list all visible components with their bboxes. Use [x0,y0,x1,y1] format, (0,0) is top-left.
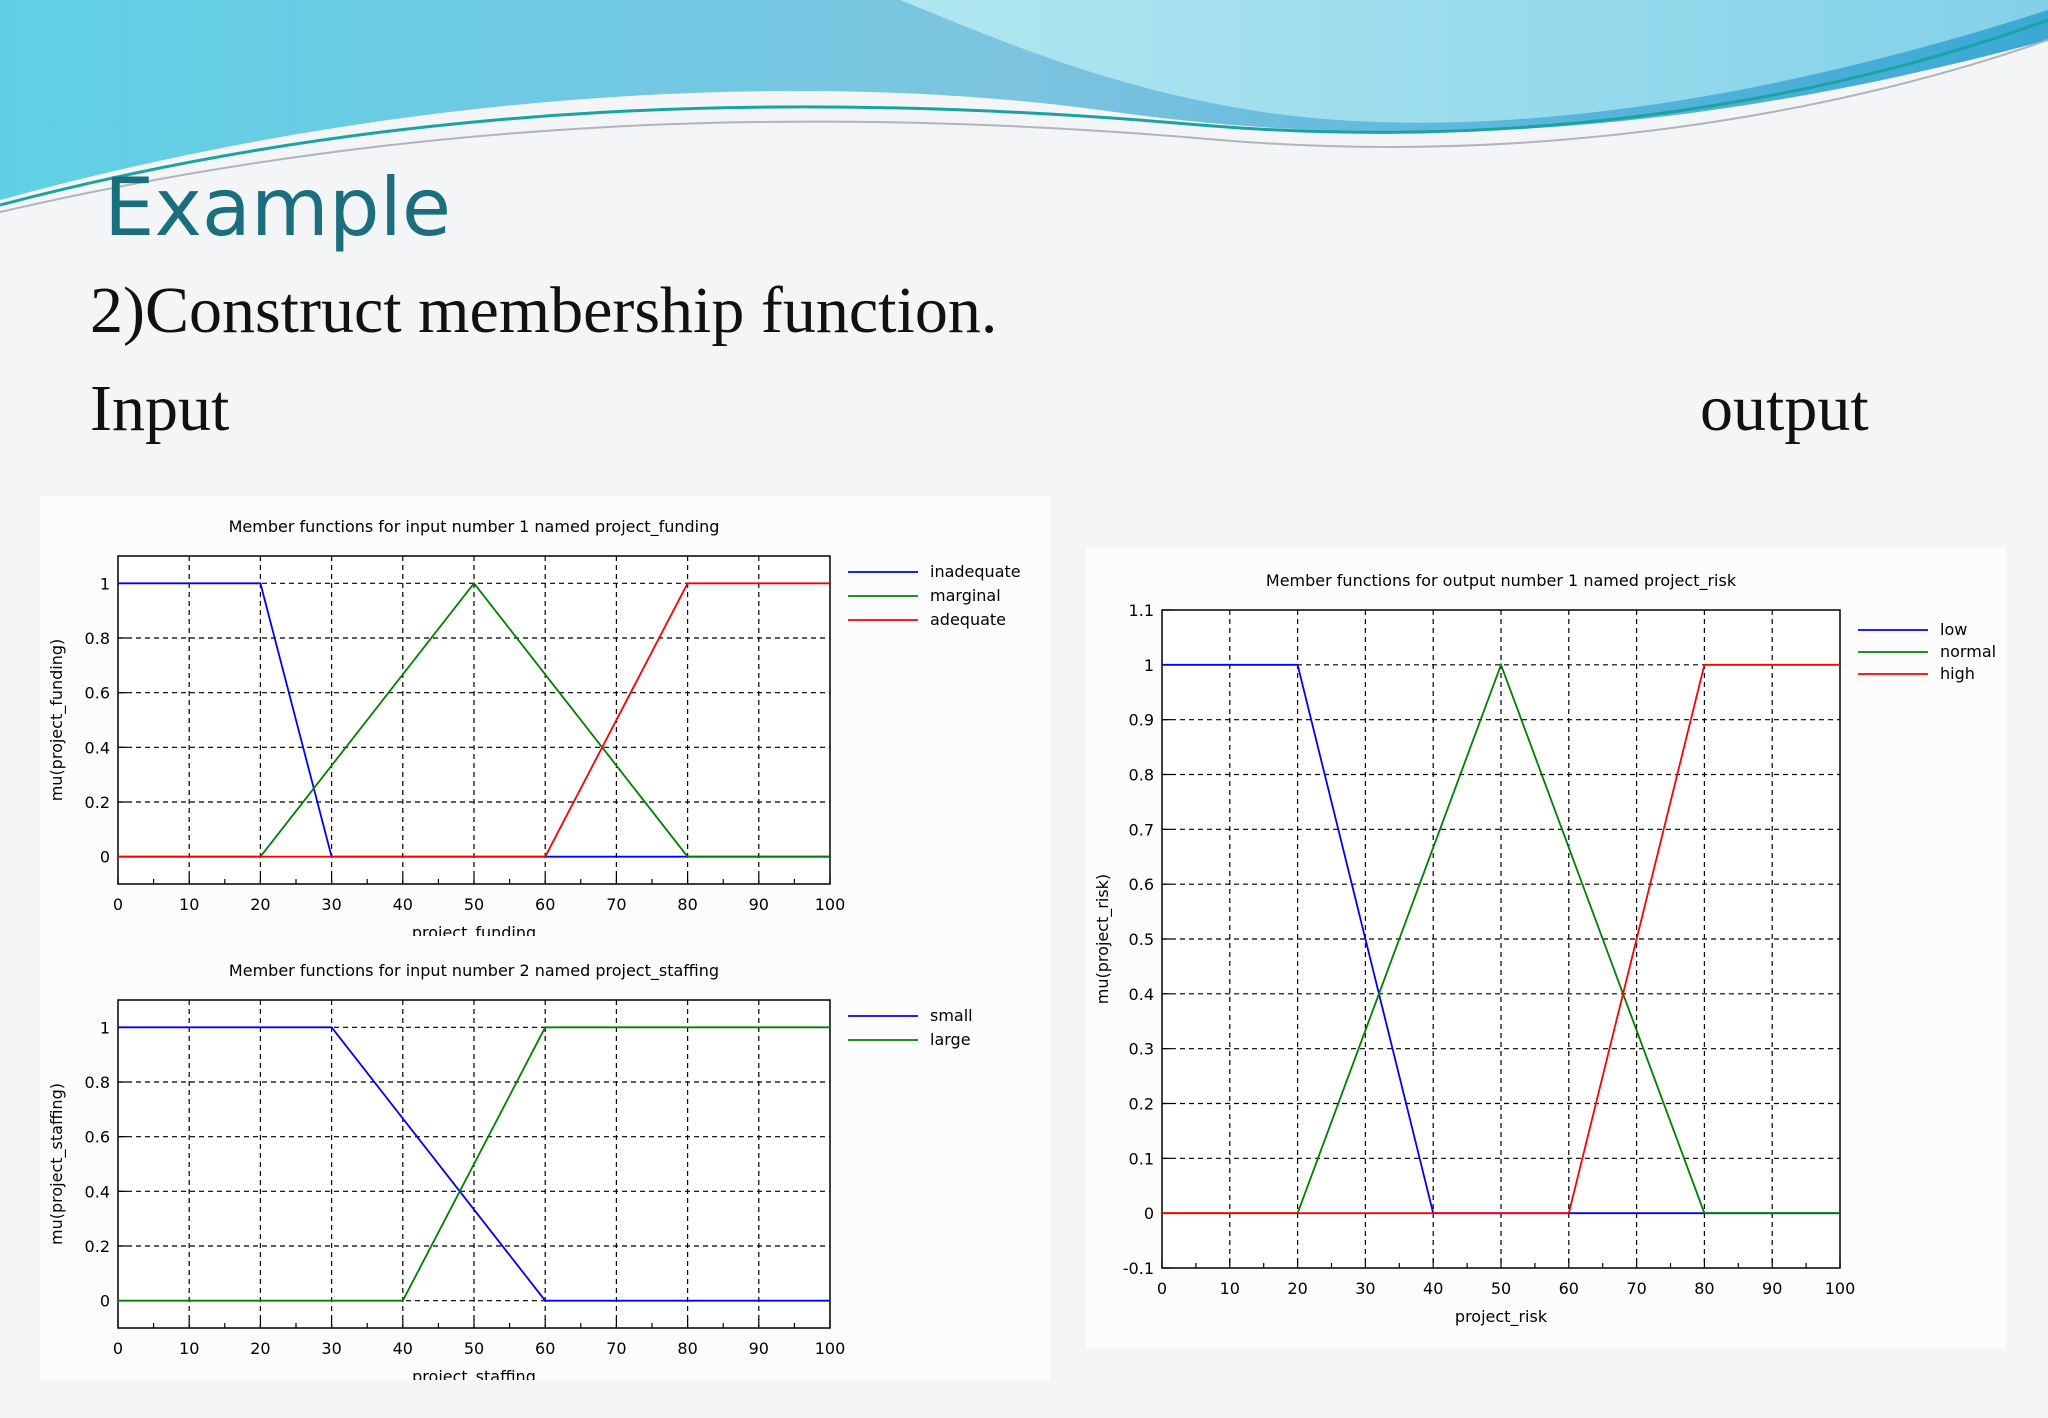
x-tick-label: 0 [113,1339,123,1358]
y-tick-label: -0.1 [1123,1259,1154,1278]
y-tick-label: 0.7 [1129,820,1154,839]
x-tick-label: 80 [677,895,697,914]
x-tick-label: 20 [250,1339,270,1358]
legend-label-small: small [930,1006,973,1025]
x-tick-label: 50 [1491,1279,1511,1298]
input-section-label: Input [90,372,230,445]
x-axis-label: project_staffing [412,1367,536,1380]
chart-title: Member functions for input number 2 name… [229,961,719,981]
legend-label-large: large [930,1030,971,1049]
legend-label-low: low [1940,620,1967,639]
y-tick-label: 1 [1144,656,1154,675]
legend-label-adequate: adequate [930,610,1006,629]
x-tick-label: 70 [1626,1279,1646,1298]
y-tick-label: 0.8 [1129,766,1154,785]
x-tick-label: 40 [1423,1279,1443,1298]
y-tick-label: 1 [100,574,110,593]
series-line-inadequate [118,582,830,858]
y-tick-label: 0.6 [1129,875,1154,894]
x-tick-label: 30 [321,895,341,914]
x-tick-label: 100 [815,895,846,914]
y-tick-label: 0.4 [85,738,110,757]
y-tick-label: 0.2 [1129,1095,1154,1114]
y-tick-label: 0 [100,1292,110,1311]
x-tick-label: 80 [677,1339,697,1358]
x-tick-label: 100 [1825,1279,1856,1298]
y-tick-label: 0.6 [85,684,110,703]
x-axis-label: project_funding [412,923,536,936]
y-axis-label: mu(project_risk) [1093,874,1113,1004]
y-tick-label: 1.1 [1129,601,1154,620]
x-tick-label: 10 [1220,1279,1240,1298]
x-tick-label: 50 [464,1339,484,1358]
x-tick-label: 90 [1762,1279,1782,1298]
y-tick-label: 0.8 [85,629,110,648]
y-tick-label: 0.6 [85,1128,110,1147]
y-tick-label: 0.4 [1129,985,1154,1004]
chart-project-staffing: Member functions for input number 2 name… [47,961,973,1380]
x-axis-label: project_risk [1455,1307,1548,1327]
x-tick-label: 20 [1287,1279,1307,1298]
y-tick-label: 0.3 [1129,1040,1154,1059]
x-tick-label: 0 [1157,1279,1167,1298]
x-tick-label: 90 [749,895,769,914]
slide-subtitle: 2)Construct membership function. [90,274,998,347]
x-tick-label: 30 [321,1339,341,1358]
x-tick-label: 10 [179,895,199,914]
output-section-label: output [1700,372,1869,445]
y-tick-label: 0.1 [1129,1149,1154,1168]
series-line-small [118,1026,830,1302]
x-tick-label: 80 [1694,1279,1714,1298]
x-tick-label: 60 [535,895,555,914]
y-tick-label: 0.8 [85,1073,110,1092]
x-tick-label: 0 [113,895,123,914]
series-line-large [118,1026,830,1302]
y-tick-label: 1 [100,1018,110,1037]
legend-label-normal: normal [1940,642,1996,661]
y-tick-label: 0.2 [85,1237,110,1256]
y-axis-label: mu(project_funding) [47,639,67,802]
header-wave-decoration [0,0,2048,213]
y-tick-label: 0 [1144,1204,1154,1223]
series-line-high [1162,663,1840,1215]
legend-label-high: high [1940,664,1975,683]
chart-title: Member functions for input number 1 name… [229,517,720,537]
x-tick-label: 60 [535,1339,555,1358]
chart-project-funding: Member functions for input number 1 name… [47,517,1021,936]
x-tick-label: 100 [815,1339,846,1358]
x-tick-label: 50 [464,895,484,914]
x-tick-label: 20 [250,895,270,914]
input-membership-figure: Member functions for input number 1 name… [40,496,1050,1380]
output-membership-figure: Member functions for output number 1 nam… [1086,548,2006,1348]
x-tick-label: 10 [179,1339,199,1358]
slide-title: Example [104,161,452,254]
series-line-low [1162,663,1840,1215]
x-tick-label: 40 [393,895,413,914]
x-tick-label: 90 [749,1339,769,1358]
chart-title: Member functions for output number 1 nam… [1266,571,1737,591]
x-tick-label: 60 [1559,1279,1579,1298]
x-tick-label: 30 [1355,1279,1375,1298]
chart-project-risk: Member functions for output number 1 nam… [1093,571,1996,1327]
legend-label-marginal: marginal [930,586,1001,605]
y-tick-label: 0 [100,848,110,867]
y-tick-label: 0.5 [1129,930,1154,949]
y-tick-label: 0.4 [85,1182,110,1201]
y-tick-label: 0.9 [1129,711,1154,730]
x-tick-label: 70 [606,895,626,914]
y-tick-label: 0.2 [85,793,110,812]
legend-label-inadequate: inadequate [930,562,1021,581]
series-line-adequate [118,582,830,858]
y-axis-label: mu(project_staffing) [47,1083,67,1245]
x-tick-label: 70 [606,1339,626,1358]
x-tick-label: 40 [393,1339,413,1358]
